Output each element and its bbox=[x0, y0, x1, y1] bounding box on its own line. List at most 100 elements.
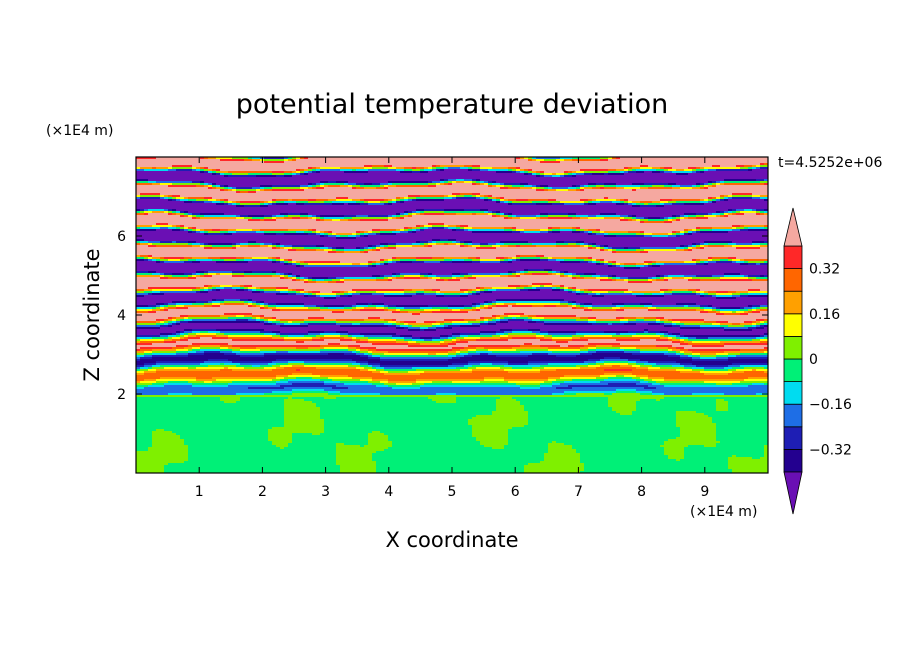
contour-cell bbox=[252, 167, 257, 170]
contour-cell bbox=[592, 179, 597, 182]
contour-cell bbox=[760, 165, 765, 168]
contour-cell bbox=[152, 159, 157, 162]
contour-cell bbox=[468, 167, 473, 170]
contour-cell bbox=[180, 177, 185, 180]
contour-cell bbox=[512, 157, 517, 160]
contour-cell bbox=[152, 167, 157, 170]
contour-cell bbox=[360, 177, 365, 180]
contour-cell bbox=[760, 201, 765, 204]
contour-cell bbox=[336, 173, 341, 176]
contour-cell bbox=[228, 197, 233, 200]
contour-cell bbox=[240, 165, 245, 168]
contour-cell bbox=[640, 193, 645, 196]
contour-cell bbox=[144, 203, 149, 206]
contour-cell bbox=[676, 171, 681, 174]
contour-cell bbox=[540, 193, 545, 196]
contour-cell bbox=[756, 159, 761, 162]
contour-cell bbox=[560, 161, 565, 164]
contour-cell bbox=[348, 195, 353, 198]
contour-cell bbox=[628, 169, 633, 172]
contour-cell bbox=[292, 161, 297, 164]
contour-cell bbox=[164, 181, 169, 184]
contour-cell bbox=[164, 205, 169, 208]
contour-cell bbox=[480, 177, 485, 180]
contour-cell bbox=[608, 179, 613, 182]
contour-cell bbox=[664, 197, 669, 200]
contour-cell bbox=[676, 203, 681, 206]
contour-cell bbox=[740, 201, 745, 204]
contour-cell bbox=[372, 161, 377, 164]
contour-cell bbox=[436, 183, 441, 186]
contour-cell bbox=[388, 193, 393, 196]
contour-cell bbox=[464, 167, 469, 170]
contour-cell bbox=[448, 195, 453, 198]
contour-cell bbox=[640, 189, 645, 192]
contour-cell bbox=[624, 203, 629, 206]
contour-cell bbox=[376, 199, 381, 202]
contour-cell bbox=[640, 201, 645, 204]
contour-cell bbox=[136, 205, 141, 208]
contour-cell bbox=[616, 191, 621, 194]
contour-cell bbox=[684, 165, 689, 168]
contour-cell bbox=[572, 163, 577, 166]
contour-cell bbox=[160, 157, 165, 160]
contour-cell bbox=[480, 161, 485, 164]
contour-cell bbox=[764, 161, 769, 164]
contour-cell bbox=[340, 185, 345, 188]
contour-cell bbox=[396, 179, 401, 182]
contour-cell bbox=[220, 189, 225, 192]
contour-cell bbox=[640, 203, 645, 206]
contour-cell bbox=[236, 159, 241, 162]
contour-cell bbox=[612, 187, 617, 190]
contour-cell bbox=[616, 201, 621, 204]
contour-cell bbox=[420, 203, 425, 206]
contour-cell bbox=[704, 191, 709, 194]
contour-cell bbox=[180, 195, 185, 198]
contour-cell bbox=[376, 183, 381, 186]
contour-cell bbox=[444, 167, 449, 170]
contour-cell bbox=[204, 187, 209, 190]
contour-cell bbox=[424, 173, 429, 176]
contour-cell bbox=[424, 195, 429, 198]
contour-cell bbox=[212, 191, 217, 194]
contour-cell bbox=[188, 175, 193, 178]
contour-cell bbox=[484, 201, 489, 204]
contour-cell bbox=[180, 171, 185, 174]
contour-cell bbox=[136, 183, 141, 186]
contour-cell bbox=[544, 191, 549, 194]
contour-cell bbox=[616, 163, 621, 166]
contour-cell bbox=[380, 159, 385, 162]
contour-cell bbox=[408, 175, 413, 178]
contour-cell bbox=[624, 187, 629, 190]
contour-cell bbox=[180, 163, 185, 166]
contour-cell bbox=[532, 201, 537, 204]
contour-cell bbox=[480, 195, 485, 198]
contour-cell bbox=[572, 173, 577, 176]
contour-cell bbox=[604, 177, 609, 180]
contour-cell bbox=[332, 165, 337, 168]
contour-cell bbox=[340, 169, 345, 172]
contour-cell bbox=[608, 187, 613, 190]
contour-cell bbox=[320, 169, 325, 172]
contour-cell bbox=[324, 171, 329, 174]
contour-cell bbox=[424, 169, 429, 172]
contour-cell bbox=[532, 203, 537, 206]
contour-cell bbox=[236, 193, 241, 196]
contour-cell bbox=[304, 177, 309, 180]
contour-cell bbox=[268, 165, 273, 168]
contour-cell bbox=[692, 175, 697, 178]
contour-cell bbox=[500, 163, 505, 166]
contour-cell bbox=[748, 171, 753, 174]
contour-cell bbox=[264, 167, 269, 170]
contour-cell bbox=[660, 165, 665, 168]
contour-cell bbox=[592, 197, 597, 200]
contour-cell bbox=[700, 181, 705, 184]
contour-cell bbox=[452, 179, 457, 182]
contour-cell bbox=[272, 171, 277, 174]
contour-cell bbox=[336, 167, 341, 170]
contour-cell bbox=[452, 169, 457, 172]
contour-cell bbox=[748, 167, 753, 170]
contour-cell bbox=[536, 159, 541, 162]
contour-cell bbox=[580, 189, 585, 192]
contour-cell bbox=[692, 157, 697, 160]
